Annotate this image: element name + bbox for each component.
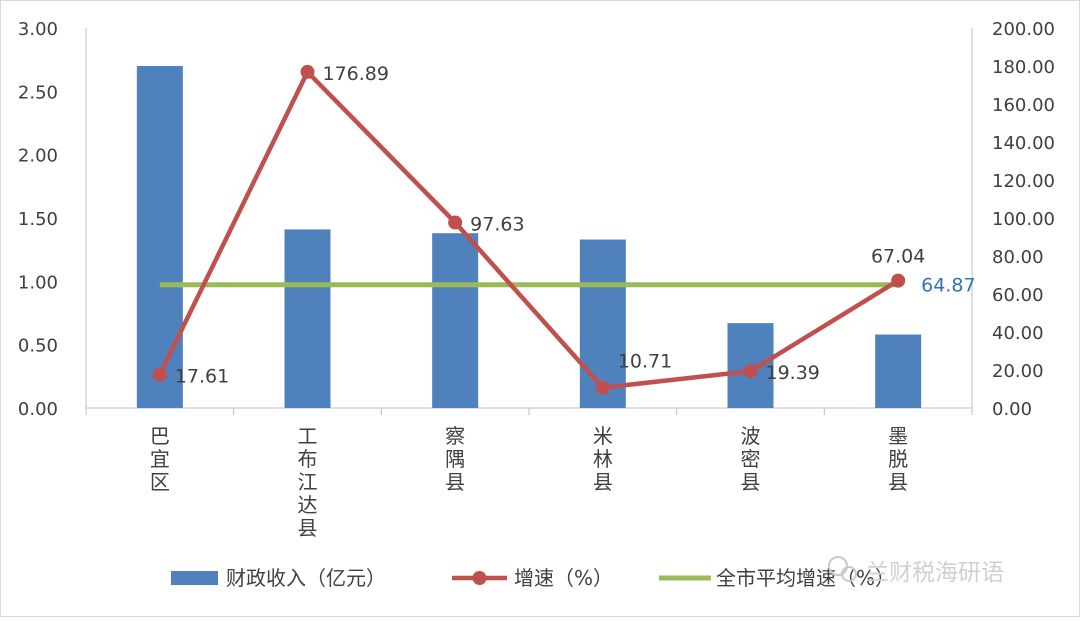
y-right-tick-label: 180.00: [992, 57, 1055, 78]
growth-data-label: 19.39: [766, 362, 820, 384]
y-right-tick-label: 160.00: [992, 95, 1055, 116]
bar: [579, 239, 626, 408]
growth-point: [743, 364, 758, 379]
growth-point: [300, 64, 315, 79]
watermark: 兰财税海研语: [828, 556, 1004, 586]
y-left-tick-label: 3.00: [18, 19, 58, 40]
y-right-tick-label: 200.00: [992, 19, 1055, 40]
growth-point: [448, 215, 463, 230]
x-category-label: 工布江达县: [298, 424, 318, 540]
x-category-label: 巴宜区: [150, 424, 170, 494]
y-left-tick-label: 1.00: [18, 272, 58, 293]
y-right-tick-label: 60.00: [992, 285, 1044, 306]
wechat-icon: [828, 556, 848, 576]
wechat-icon-bubble: [841, 566, 857, 582]
growth-point: [891, 273, 906, 288]
y-right-tick-label: 20.00: [992, 361, 1044, 382]
y-right-tick-label: 80.00: [992, 247, 1044, 268]
data-labels: 17.61 176.89 97.63 10.71 19.39 67.04 64.87: [175, 63, 976, 388]
y-right-tick-label: 140.00: [992, 133, 1055, 154]
y-left-tick-label: 2.00: [18, 146, 58, 167]
growth-data-label: 67.04: [871, 246, 925, 268]
growth-point: [152, 367, 167, 382]
y-right-tick-label: 40.00: [992, 323, 1044, 344]
bar: [136, 66, 183, 408]
average-data-label: 64.87: [921, 275, 975, 297]
watermark-text: 兰财税海研语: [866, 560, 1004, 586]
y-right-tick-label: 100.00: [992, 209, 1055, 230]
bar-series: [136, 66, 922, 408]
y-left-tick-label: 0.50: [18, 336, 58, 357]
bar: [284, 229, 331, 408]
growth-data-label: 17.61: [175, 366, 229, 388]
y-right-tick-label: 0.00: [992, 399, 1032, 420]
legend-label-bar: 财政收入（亿元）: [226, 566, 386, 590]
bar: [432, 233, 479, 408]
x-category-label: 米林县: [593, 424, 613, 494]
y-left-tick-label: 2.50: [18, 82, 58, 103]
x-category-label: 波密县: [741, 424, 761, 494]
growth-data-label: 176.89: [323, 63, 389, 85]
y-left-tick-label: 1.50: [18, 209, 58, 230]
growth-line: [157, 69, 900, 390]
growth-line-series: [152, 64, 906, 395]
legend-swatch-bar: [171, 571, 218, 585]
legend-label-average: 全市平均增速（%）: [716, 566, 895, 590]
growth-point: [595, 380, 610, 395]
x-category-label: 察隅县: [445, 424, 465, 494]
legend-marker-growth: [472, 571, 487, 585]
y-right-tick-label: 120.00: [992, 171, 1055, 192]
legend: 财政收入（亿元） 增速（%） 全市平均增速（%）: [171, 566, 895, 590]
y-left-tick-label: 0.00: [18, 399, 58, 420]
x-category-label: 墨脱县: [888, 424, 908, 494]
axes: 0.00 0.50 1.00 1.50 2.00 2.50 3.00 0.00 20.00 40.…: [18, 19, 1055, 540]
growth-data-label: 10.71: [618, 351, 672, 373]
legend-label-growth: 增速（%）: [514, 566, 613, 590]
growth-data-label: 97.63: [470, 214, 524, 236]
bar: [875, 334, 922, 408]
